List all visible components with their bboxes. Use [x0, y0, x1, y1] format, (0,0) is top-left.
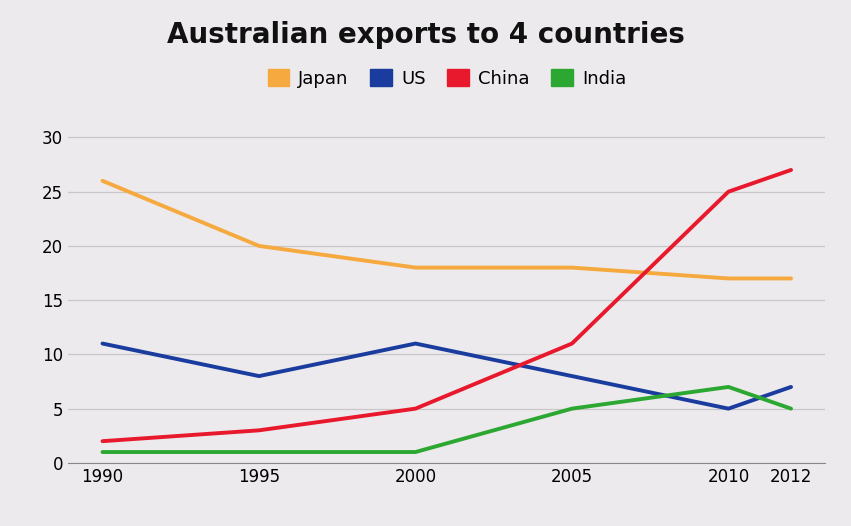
Legend: Japan, US, China, India: Japan, US, China, India: [260, 62, 633, 95]
US: [786, 384, 797, 390]
Line: China: China: [102, 170, 791, 441]
China: [567, 340, 577, 347]
China: [97, 438, 107, 444]
India: [567, 406, 577, 412]
US: [410, 340, 420, 347]
US: [254, 373, 264, 379]
India: [786, 406, 797, 412]
India: [410, 449, 420, 455]
Japan: [410, 265, 420, 271]
India: [723, 384, 734, 390]
Japan: [567, 265, 577, 271]
India: [97, 449, 107, 455]
Text: Australian exports to 4 countries: Australian exports to 4 countries: [167, 21, 684, 49]
Japan: [97, 178, 107, 184]
China: [410, 406, 420, 412]
China: [254, 427, 264, 433]
Japan: [254, 242, 264, 249]
China: [723, 188, 734, 195]
US: [567, 373, 577, 379]
Line: US: US: [102, 343, 791, 409]
Japan: [786, 275, 797, 281]
India: [254, 449, 264, 455]
China: [786, 167, 797, 173]
Line: Japan: Japan: [102, 181, 791, 278]
US: [97, 340, 107, 347]
Japan: [723, 275, 734, 281]
Line: India: India: [102, 387, 791, 452]
US: [723, 406, 734, 412]
